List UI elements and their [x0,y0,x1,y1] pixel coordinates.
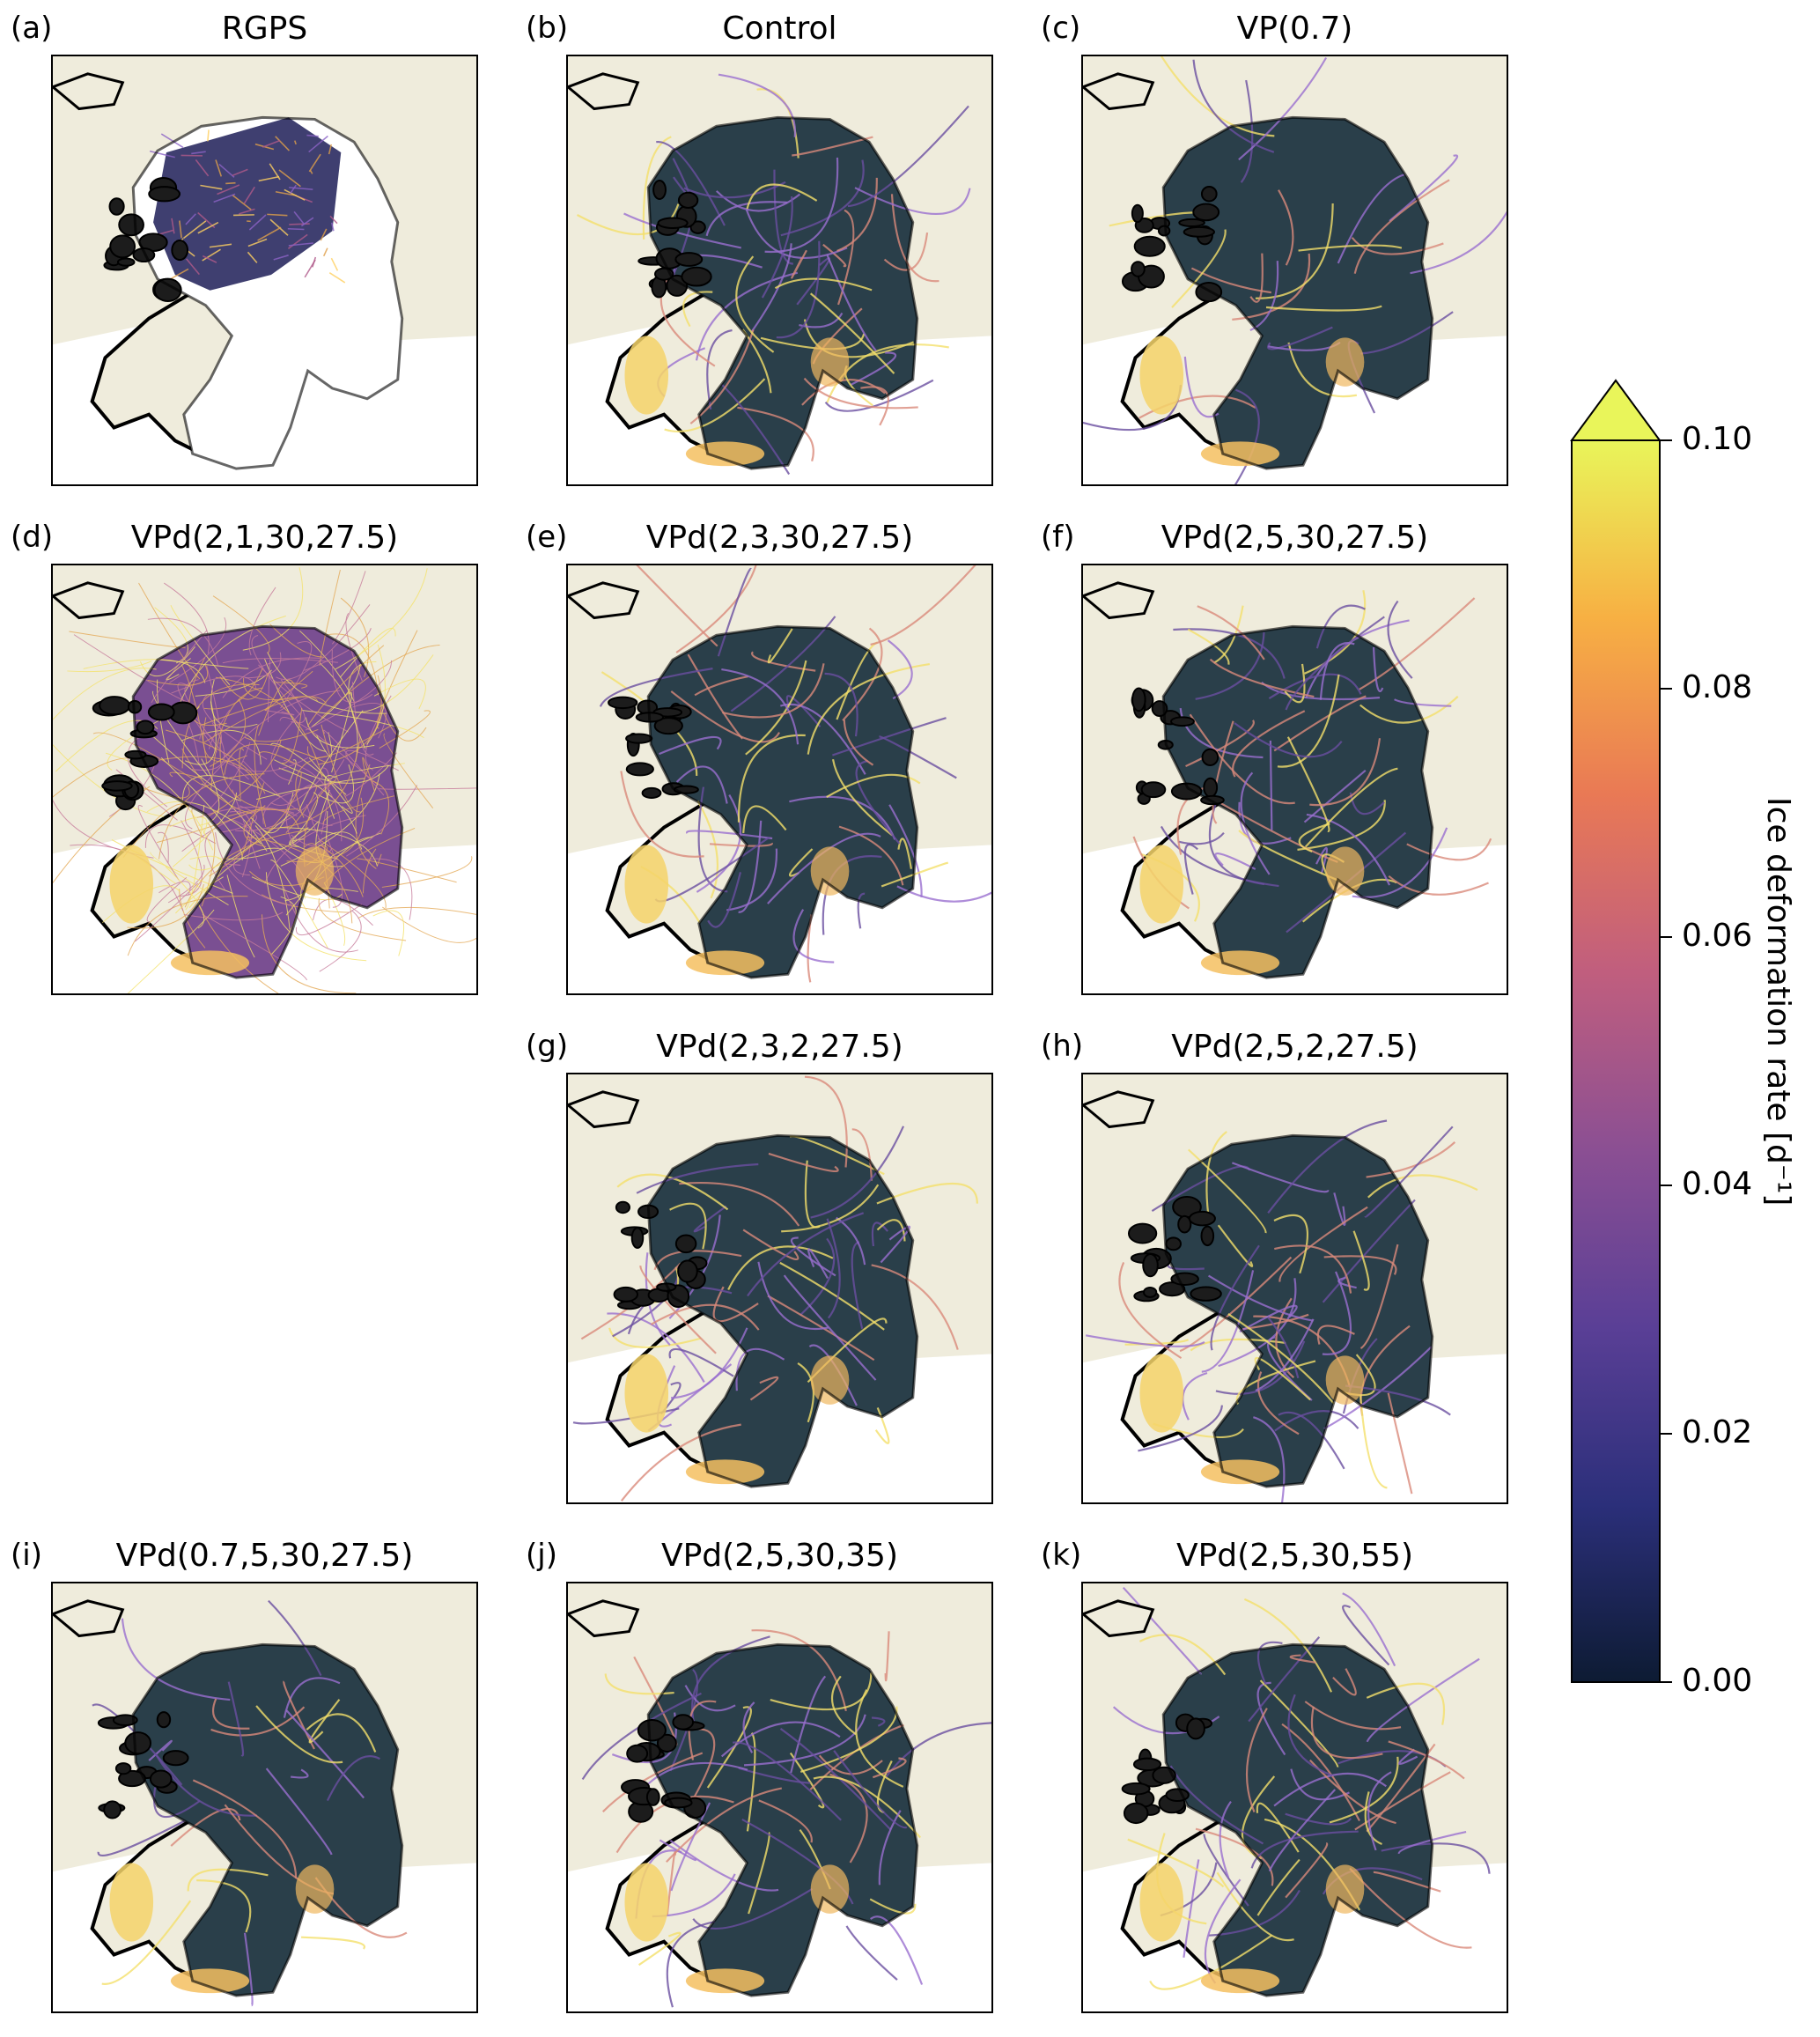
map-image [51,564,478,995]
map-image [51,1582,478,2013]
colorbar-tick-mark [1660,688,1672,690]
panel-title: RGPS [221,11,308,47]
panel-title: VPd(2,3,2,27.5) [656,1029,903,1065]
map-image [566,1073,993,1504]
panel-title: VPd(2,3,30,27.5) [645,520,914,556]
colorbar-tick-mark [1660,1681,1672,1683]
map-image [1081,55,1508,486]
colorbar-tick-label: 0.06 [1682,918,1753,954]
colorbar-tick-mark [1660,1185,1672,1186]
map-image [1081,564,1508,995]
panel-title: VPd(2,5,30,55) [1175,1538,1414,1574]
panel-label: (c) [1041,11,1081,46]
colorbar-tick-mark [1660,936,1672,938]
panel-title: VPd(2,1,30,27.5) [130,520,399,556]
panel-title: VPd(2,5,2,27.5) [1171,1029,1418,1065]
map-image [1081,1582,1508,2013]
map-image [566,55,993,486]
panel-label: (a) [11,11,53,46]
panel-label: (h) [1041,1029,1084,1064]
panel-title: Control [722,11,837,47]
panel-title: VPd(2,5,30,27.5) [1161,520,1429,556]
colorbar-tick-mark [1660,439,1672,441]
panel-label: (j) [526,1538,557,1573]
map-image [51,55,478,486]
colorbar [1567,379,1664,1691]
colorbar-tick-mark [1660,1433,1672,1435]
colorbar-tick-label: 0.08 [1682,669,1753,705]
panel-title: VP(0.7) [1236,11,1353,47]
colorbar-tick-label: 0.02 [1682,1414,1753,1450]
panel-label: (d) [11,520,54,555]
panel-label: (i) [11,1538,42,1573]
panel-label: (b) [526,11,569,46]
colorbar-tick-label: 0.04 [1682,1166,1753,1202]
panel-label: (e) [526,520,568,555]
colorbar-gradient [1570,379,1662,1683]
panel-title: VPd(2,5,30,35) [660,1538,899,1574]
panel-title: VPd(0.7,5,30,27.5) [115,1538,414,1574]
colorbar-tick-label: 0.10 [1682,421,1753,457]
map-image [566,1582,993,2013]
panel-label: (f) [1041,520,1075,555]
colorbar-tick-label: 0.00 [1682,1663,1753,1699]
colorbar-label: Ice deformation rate [d⁻¹] [1760,797,1796,1207]
colorbar-extend-arrow [1570,379,1662,441]
map-image [1081,1073,1508,1504]
map-image [566,564,993,995]
panel-label: (g) [526,1029,569,1064]
panel-label: (k) [1041,1538,1082,1573]
